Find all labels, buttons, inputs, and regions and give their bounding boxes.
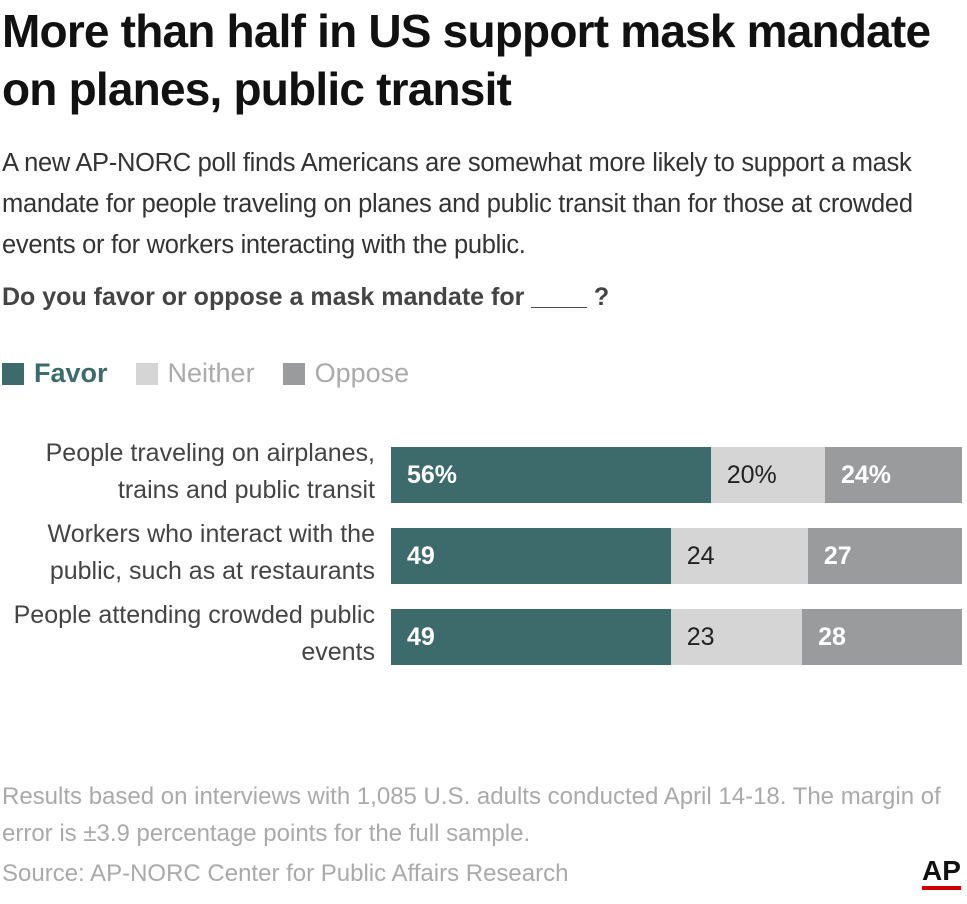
bar — [670, 528, 808, 584]
legend: Favor Neither Oppose — [2, 358, 437, 389]
value-label: 49 — [407, 623, 435, 651]
value-label: 49 — [407, 542, 435, 570]
value-label: 20% — [726, 461, 777, 489]
question: Do you favor or oppose a mask mandate fo… — [2, 283, 610, 311]
bar — [802, 609, 962, 665]
legend-swatch — [282, 362, 305, 385]
legend-label: Favor — [34, 358, 108, 388]
value-label: 27 — [823, 542, 852, 570]
legend-label: Neither — [167, 358, 255, 388]
value-label: 28 — [818, 623, 846, 651]
legend-swatch — [2, 362, 24, 385]
subtitle: A new AP-NORC poll finds Americans are s… — [2, 149, 913, 259]
chart-title: More than half in US support mask mandat… — [2, 5, 931, 115]
value-label: 23 — [686, 623, 715, 651]
category-label: People attending crowded public events — [13, 601, 375, 666]
category-label: Workers who interact with the public, su… — [47, 520, 375, 585]
category-label: People traveling on airplanes, trains an… — [45, 439, 375, 504]
bar — [391, 528, 671, 584]
value-label: 24 — [686, 542, 715, 570]
bar — [710, 447, 825, 503]
source: Source: AP-NORC Center for Public Affair… — [2, 860, 569, 887]
value-label: 56% — [407, 461, 458, 489]
bar — [807, 528, 962, 584]
note: Results based on interviews with 1,085 U… — [2, 783, 941, 847]
legend-item: Favor — [2, 358, 108, 389]
bar — [391, 609, 671, 665]
bar — [670, 609, 803, 665]
bar — [824, 447, 962, 503]
legend-item: Neither — [135, 358, 255, 389]
legend-label: Oppose — [314, 358, 410, 388]
bar — [391, 447, 711, 503]
legend-item: Oppose — [282, 358, 410, 389]
logo: AP — [922, 856, 961, 890]
legend-swatch — [135, 362, 158, 385]
value-label: 24% — [840, 461, 891, 489]
